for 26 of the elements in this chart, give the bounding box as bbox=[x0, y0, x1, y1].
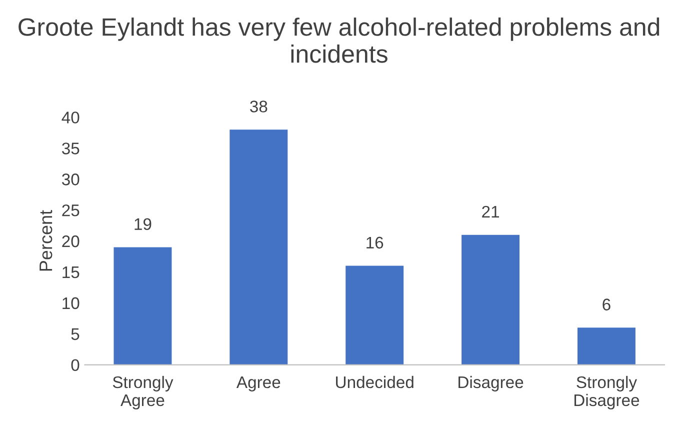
chart-title: Groote Eylandt has very few alcohol-related problems and incidents bbox=[18, 18, 660, 63]
bar bbox=[462, 234, 520, 365]
x-tick-label: Agree bbox=[236, 376, 280, 392]
y-tick-label: 15 bbox=[62, 266, 80, 278]
y-tick-label: 30 bbox=[62, 174, 80, 186]
y-tick-label: 25 bbox=[62, 204, 80, 216]
x-tick-label: Strongly Disagree bbox=[574, 376, 640, 410]
bar bbox=[346, 266, 404, 365]
y-tick-label: 35 bbox=[62, 142, 80, 154]
data-label: 16 bbox=[366, 236, 384, 249]
x-tick-label: Disagree bbox=[458, 376, 524, 392]
bar bbox=[114, 247, 172, 365]
y-tick-label: 0 bbox=[71, 359, 80, 372]
data-label: 19 bbox=[134, 218, 152, 230]
x-tick-label: Strongly Agree bbox=[112, 376, 174, 410]
x-tick-label: Undecided bbox=[336, 376, 414, 388]
data-label: 38 bbox=[250, 100, 268, 112]
bar bbox=[577, 328, 636, 365]
y-axis-title: Percent bbox=[40, 210, 52, 271]
y-tick-label: 40 bbox=[62, 112, 80, 124]
data-label: 21 bbox=[482, 206, 499, 218]
y-tick-label: 10 bbox=[62, 297, 80, 310]
y-tick-label: 20 bbox=[62, 235, 80, 248]
bar bbox=[230, 130, 288, 365]
y-tick-label: 5 bbox=[71, 328, 80, 340]
data-label: 6 bbox=[602, 298, 610, 310]
